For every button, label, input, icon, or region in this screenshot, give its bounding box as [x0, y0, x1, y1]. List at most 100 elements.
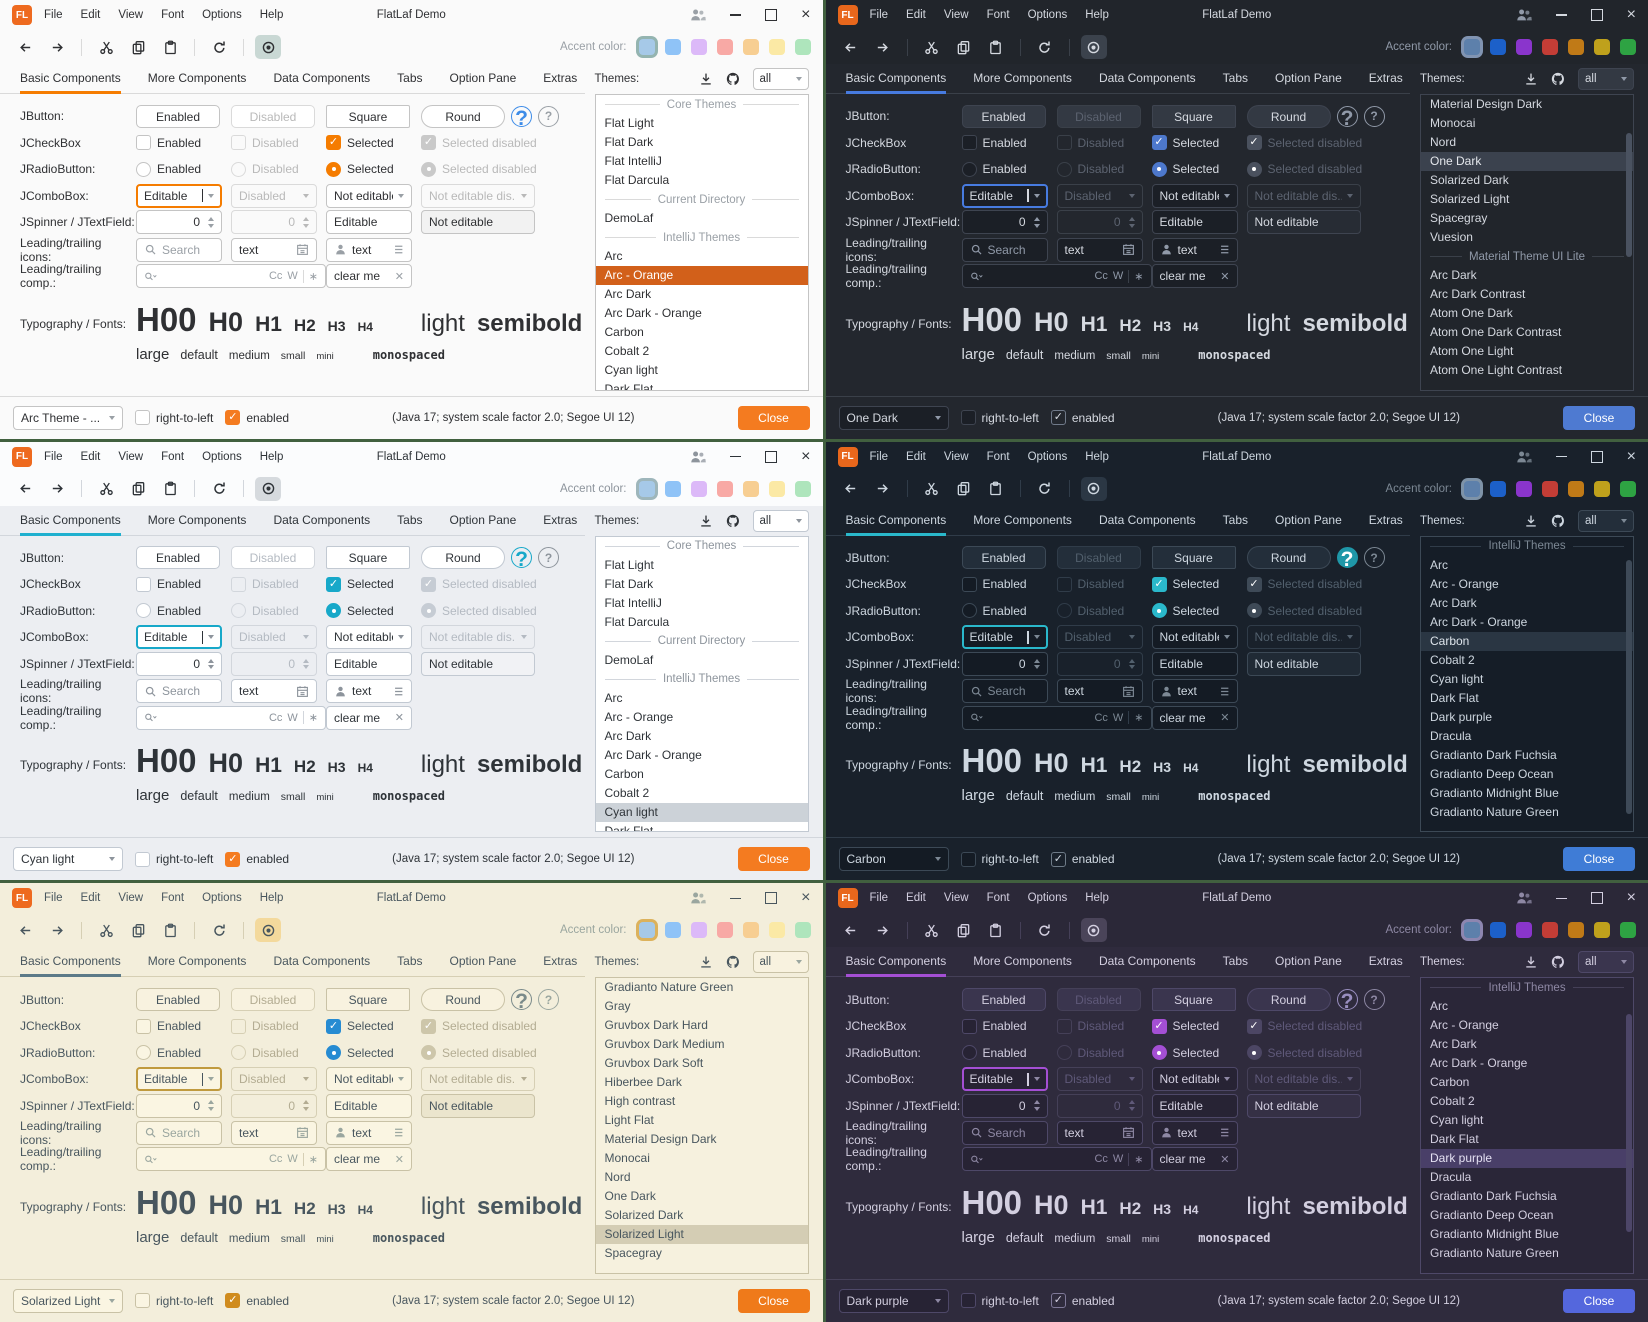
accent-swatch[interactable] — [768, 922, 785, 939]
menu-file[interactable]: File — [869, 9, 889, 21]
tab-extras[interactable]: Extras — [1368, 954, 1403, 969]
accent-swatch[interactable] — [1568, 480, 1584, 497]
forward-button[interactable] — [870, 918, 896, 942]
back-button[interactable] — [838, 35, 864, 59]
theme-combobox[interactable]: One Dark — [838, 405, 949, 430]
theme-list-item[interactable]: Carbon — [1430, 1075, 1470, 1090]
theme-list-item[interactable]: Monocai — [604, 1151, 650, 1166]
editable-combobox[interactable]: Editable — [136, 183, 222, 208]
right-to-left-box[interactable] — [960, 851, 976, 867]
copy-button[interactable] — [951, 35, 977, 59]
users-icon[interactable] — [1516, 890, 1532, 906]
theme-list-item[interactable]: Atom One Dark Contrast — [1430, 325, 1562, 339]
scrollbar-thumb[interactable] — [1626, 133, 1632, 258]
spinner-up-icon[interactable] — [208, 217, 214, 221]
user-field[interactable]: text — [1151, 679, 1238, 704]
theme-list-item[interactable]: Vuesion — [1430, 230, 1473, 244]
calendar-icon[interactable] — [296, 1126, 309, 1139]
inspect-toggle-button[interactable] — [1080, 476, 1107, 501]
round-button[interactable]: Round — [421, 104, 505, 128]
maximize-button[interactable] — [765, 892, 778, 905]
theme-filter-combobox[interactable]: all — [752, 951, 809, 974]
spinner-up-icon[interactable] — [208, 658, 214, 663]
list-icon[interactable] — [1217, 1126, 1230, 1139]
theme-list-item[interactable]: Gradianto Dark Fuchsia — [1430, 1189, 1557, 1204]
theme-filter-combobox[interactable]: all — [752, 509, 809, 532]
checkbox-enabled[interactable] — [136, 1018, 151, 1034]
copy-button[interactable] — [125, 918, 151, 942]
github-icon[interactable] — [726, 514, 740, 528]
theme-list-item[interactable]: Atom One Dark — [1430, 306, 1513, 320]
menu-file[interactable]: File — [44, 450, 63, 463]
back-button[interactable] — [12, 35, 38, 59]
theme-list-item[interactable]: One Dark — [604, 1189, 656, 1204]
search-field[interactable]: Search — [961, 1120, 1048, 1145]
theme-list-item[interactable]: Arc Dark - Orange — [604, 306, 702, 320]
theme-list-item[interactable]: Flat Dark — [604, 576, 654, 591]
round-button[interactable]: Round — [421, 988, 505, 1012]
close-button[interactable]: Close — [1563, 405, 1635, 430]
match-case-icon[interactable]: Cc — [268, 1153, 283, 1166]
theme-list-item[interactable]: Flat IntelliJ — [604, 154, 662, 168]
refresh-button[interactable] — [1032, 477, 1058, 501]
download-icon[interactable] — [1524, 514, 1538, 528]
tab-more-components[interactable]: More Components — [973, 512, 1072, 527]
right-to-left-box[interactable] — [960, 410, 976, 426]
theme-list-item[interactable]: Cobalt 2 — [1430, 1094, 1475, 1109]
paste-button[interactable] — [157, 918, 183, 942]
close-window-button[interactable]: × — [801, 447, 811, 465]
user-field[interactable]: text — [326, 1120, 412, 1145]
spinner-down-icon[interactable] — [1033, 665, 1040, 670]
theme-list-item[interactable]: Dark purple — [1430, 709, 1493, 724]
list-icon[interactable] — [391, 243, 404, 256]
right-to-left-checkbox[interactable]: right-to-left — [960, 410, 1039, 426]
regex-icon[interactable]: ∗ — [1134, 712, 1144, 725]
enabled-box[interactable]: ✓ — [1050, 1293, 1066, 1309]
back-button[interactable] — [12, 918, 38, 942]
theme-combobox[interactable]: Solarized Light — [13, 1288, 123, 1313]
accent-swatch[interactable] — [1516, 922, 1532, 939]
clear-icon[interactable]: ✕ — [1220, 712, 1230, 725]
menu-edit[interactable]: Edit — [80, 450, 101, 463]
theme-list-item[interactable]: Gradianto Dark Fuchsia — [1430, 747, 1557, 762]
theme-list-item[interactable]: Cyan light — [1430, 1113, 1484, 1128]
theme-list-item[interactable]: Dark Flat — [604, 382, 654, 391]
clear-me-field[interactable]: clear me ✕ — [326, 264, 412, 288]
menu-help[interactable]: Help — [1085, 892, 1109, 905]
theme-list-item[interactable]: Arc Dark — [1430, 268, 1477, 282]
refresh-button[interactable] — [206, 35, 232, 59]
download-icon[interactable] — [699, 955, 713, 969]
theme-list-item[interactable]: Flat IntelliJ — [604, 595, 662, 610]
theme-list-item[interactable]: Carbon — [604, 325, 644, 339]
editable-textfield[interactable]: Editable — [1151, 1093, 1238, 1118]
right-to-left-checkbox[interactable]: right-to-left — [135, 851, 213, 867]
checkbox-selected[interactable]: ✓ — [1151, 135, 1167, 151]
date-field[interactable]: text — [1056, 679, 1143, 704]
radio-selected[interactable] — [326, 1045, 341, 1061]
theme-list-item[interactable]: Arc - Orange — [604, 709, 674, 724]
search-caret-icon[interactable] — [970, 711, 983, 724]
theme-list-item[interactable]: Flat Dark — [604, 135, 654, 149]
help-button-secondary[interactable]: ? — [1363, 105, 1385, 127]
refresh-button[interactable] — [206, 477, 232, 501]
enabled-checkbox[interactable]: ✓ enabled — [225, 851, 289, 867]
spinner[interactable]: 0 — [961, 210, 1048, 235]
theme-list-item[interactable]: Dracula — [1430, 728, 1472, 743]
square-button[interactable]: Square — [326, 988, 410, 1012]
cut-button[interactable] — [919, 918, 945, 942]
help-button-primary[interactable]: ? — [1336, 989, 1358, 1013]
calendar-icon[interactable] — [1122, 243, 1135, 256]
spinner-up-icon[interactable] — [1033, 217, 1040, 221]
tab-data-components[interactable]: Data Components — [1098, 512, 1196, 527]
menu-help[interactable]: Help — [1085, 450, 1109, 463]
paste-button[interactable] — [983, 477, 1009, 501]
enabled-box[interactable]: ✓ — [225, 851, 241, 867]
clear-icon[interactable]: ✕ — [394, 712, 404, 725]
date-field[interactable]: text — [1056, 237, 1143, 262]
minimize-button[interactable] — [1555, 455, 1567, 458]
spinner[interactable]: 0 — [136, 1093, 222, 1118]
regex-icon[interactable]: ∗ — [1134, 270, 1144, 283]
refresh-button[interactable] — [206, 918, 232, 942]
enabled-button[interactable]: Enabled — [136, 104, 220, 128]
menu-edit[interactable]: Edit — [80, 892, 101, 905]
